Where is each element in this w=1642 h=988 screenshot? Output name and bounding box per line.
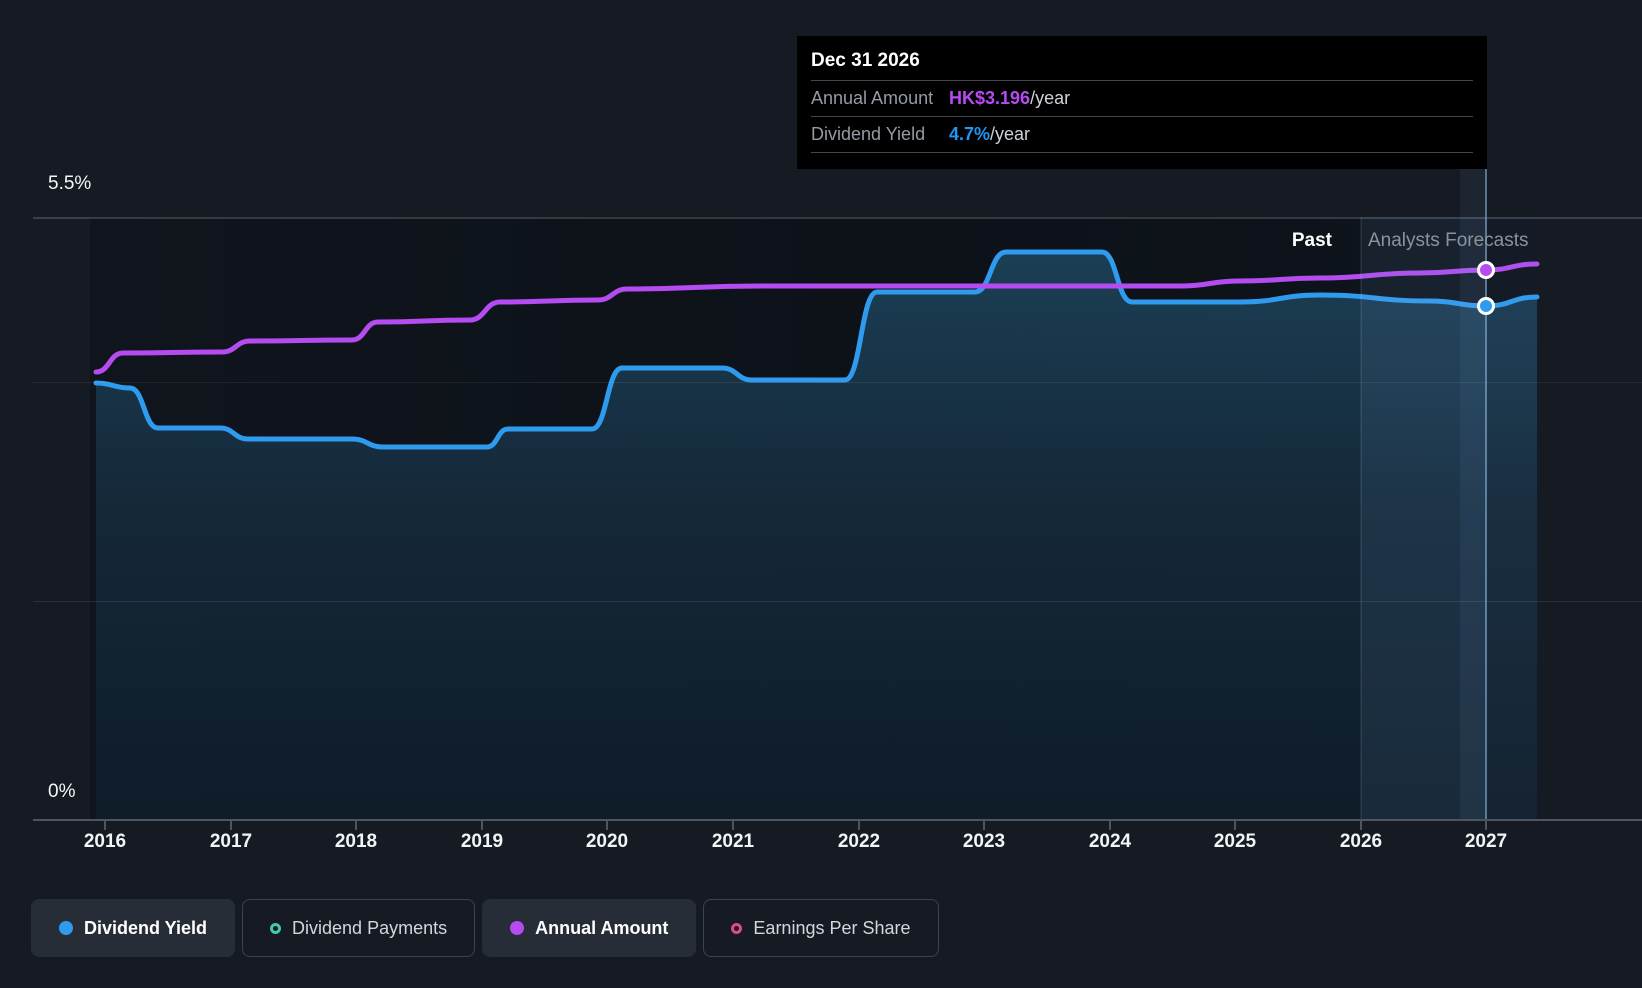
legend-label: Dividend Payments xyxy=(292,917,448,938)
x-tick-2019 xyxy=(481,821,483,830)
x-year-label-2016: 2016 xyxy=(83,831,127,852)
x-tick-2025 xyxy=(1234,821,1236,830)
gridline-mid-upper xyxy=(33,382,1642,383)
x-tick-2027 xyxy=(1485,821,1487,830)
x-tick-2017 xyxy=(230,821,232,830)
x-year-label-2022: 2022 xyxy=(837,831,881,852)
y-axis-min-label: 0% xyxy=(48,781,76,802)
legend-button-dividend-payments[interactable]: Dividend Payments xyxy=(242,899,476,957)
tooltip-suffix: /year xyxy=(990,124,1031,144)
tooltip-separator xyxy=(811,80,1473,81)
x-tick-2021 xyxy=(732,821,734,830)
x-year-label-2017: 2017 xyxy=(209,831,253,852)
x-year-label-2018: 2018 xyxy=(334,831,378,852)
x-year-label-2019: 2019 xyxy=(460,831,504,852)
x-year-label-2021: 2021 xyxy=(711,831,755,852)
tooltip-suffix: /year xyxy=(1030,88,1071,108)
x-tick-2026 xyxy=(1360,821,1362,830)
tooltip-value: HK$3.196 xyxy=(949,88,1031,108)
gridline-mid-lower xyxy=(33,601,1642,602)
tooltip-separator xyxy=(811,116,1473,117)
legend-button-earnings-per-share[interactable]: Earnings Per Share xyxy=(703,899,939,957)
analysts-forecasts-region-label: Analysts Forecasts xyxy=(1368,230,1529,251)
annual-amount-marker xyxy=(1477,261,1495,279)
dividend-yield-line xyxy=(93,249,1540,450)
tooltip-label: Dividend Yield xyxy=(811,124,926,144)
x-tick-2020 xyxy=(606,821,608,830)
x-tick-2016 xyxy=(104,821,106,830)
dividend-yield-marker xyxy=(1477,297,1495,315)
x-tick-2023 xyxy=(983,821,985,830)
past-forecast-divider xyxy=(1360,217,1362,819)
annual-amount-line xyxy=(93,261,1540,375)
tooltip-row-dividend-yield: Dividend Yield 4.7% /year xyxy=(811,117,1473,152)
gridline-5-5pct xyxy=(33,217,1642,219)
x-year-label-2025: 2025 xyxy=(1213,831,1257,852)
x-tick-2024 xyxy=(1109,821,1111,830)
forecast-highlight-band xyxy=(1361,217,1487,819)
x-year-label-2026: 2026 xyxy=(1339,831,1383,852)
annual-amount-dot-icon xyxy=(510,921,525,935)
y-axis-max-label: 5.5% xyxy=(48,173,92,194)
chart-tooltip: Dec 31 2026 Annual Amount HK$3.196 /year… xyxy=(797,36,1487,169)
x-year-label-2023: 2023 xyxy=(962,831,1006,852)
legend-label: Annual Amount xyxy=(535,917,669,938)
tooltip-date: Dec 31 2026 xyxy=(811,50,920,71)
x-year-label-2027: 2027 xyxy=(1464,831,1508,852)
hover-crosshair-line xyxy=(1485,169,1487,819)
legend-label: Dividend Yield xyxy=(84,917,208,938)
past-region-label: Past xyxy=(1291,230,1332,251)
tooltip-separator xyxy=(811,152,1473,153)
legend-button-dividend-yield[interactable]: Dividend Yield xyxy=(31,899,236,957)
dividend-yield-area xyxy=(96,252,1537,819)
x-year-label-2024: 2024 xyxy=(1088,831,1132,852)
x-tick-2022 xyxy=(858,821,860,830)
dividend-yield-dot-icon xyxy=(59,921,73,935)
tooltip-value: 4.7% xyxy=(949,124,991,144)
dividend-payments-ring-icon xyxy=(270,922,282,934)
forecast-region xyxy=(1361,217,1540,819)
chart-legend: Dividend Yield Dividend Payments Annual … xyxy=(31,899,939,957)
x-tick-2018 xyxy=(355,821,357,830)
x-year-label-2020: 2020 xyxy=(585,831,629,852)
earnings-per-share-ring-icon xyxy=(731,922,743,934)
tooltip-row-annual-amount: Annual Amount HK$3.196 /year xyxy=(811,81,1473,116)
tooltip-label: Annual Amount xyxy=(811,88,934,108)
legend-button-annual-amount[interactable]: Annual Amount xyxy=(482,899,697,957)
legend-label: Earnings Per Share xyxy=(753,917,911,938)
x-axis-line xyxy=(33,819,1642,821)
